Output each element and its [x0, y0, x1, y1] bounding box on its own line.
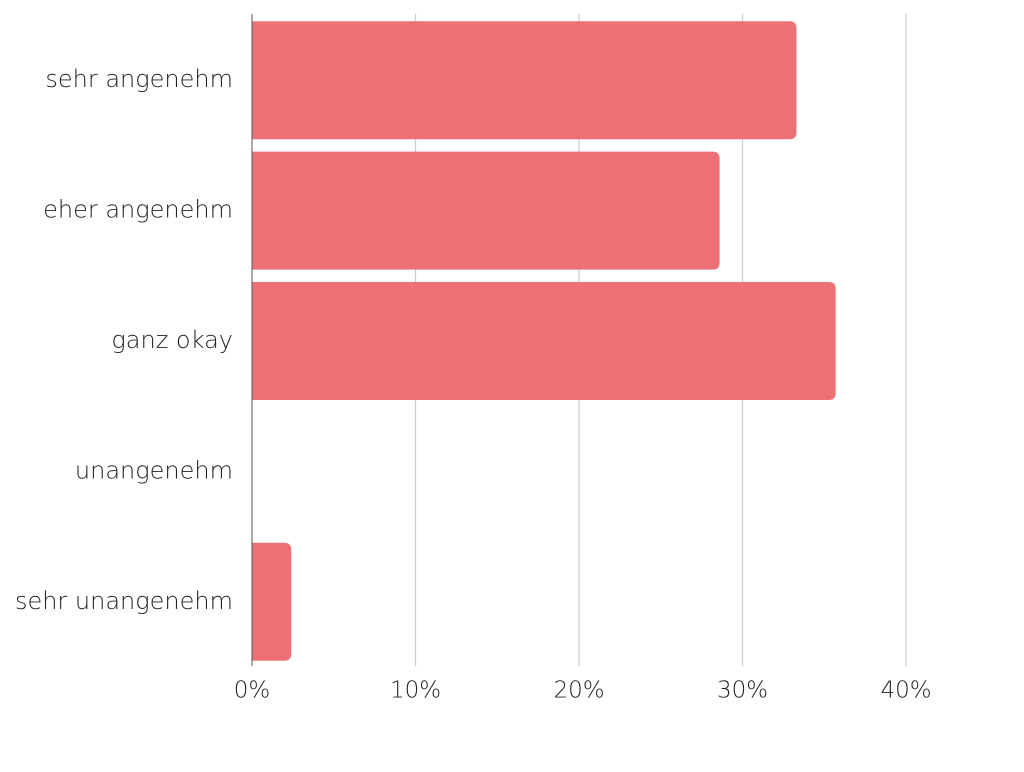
category-label: ganz okay	[111, 326, 233, 354]
bar-sehr-unangenehm	[252, 542, 292, 661]
x-tick-label: 40%	[880, 678, 931, 704]
bar-sehr-angenehm	[252, 21, 797, 140]
x-tick-label: 0%	[234, 678, 271, 704]
x-tick-label: 10%	[390, 678, 441, 704]
category-label: sehr unangenehm	[15, 587, 233, 615]
category-label: sehr angenehm	[45, 65, 233, 93]
category-labels: sehr angenehm eher angenehm ganz okay unang…	[15, 65, 233, 615]
x-tick-label: 30%	[717, 678, 768, 704]
bar-ganz-okay	[252, 282, 836, 400]
x-tick-labels: 0% 10% 20% 30% 40%	[234, 678, 932, 704]
category-label: unangenehm	[75, 456, 233, 484]
bars	[252, 21, 836, 661]
x-tick-label: 20%	[553, 678, 604, 704]
category-label: eher angenehm	[43, 196, 233, 224]
bar-eher-angenehm	[252, 151, 720, 270]
